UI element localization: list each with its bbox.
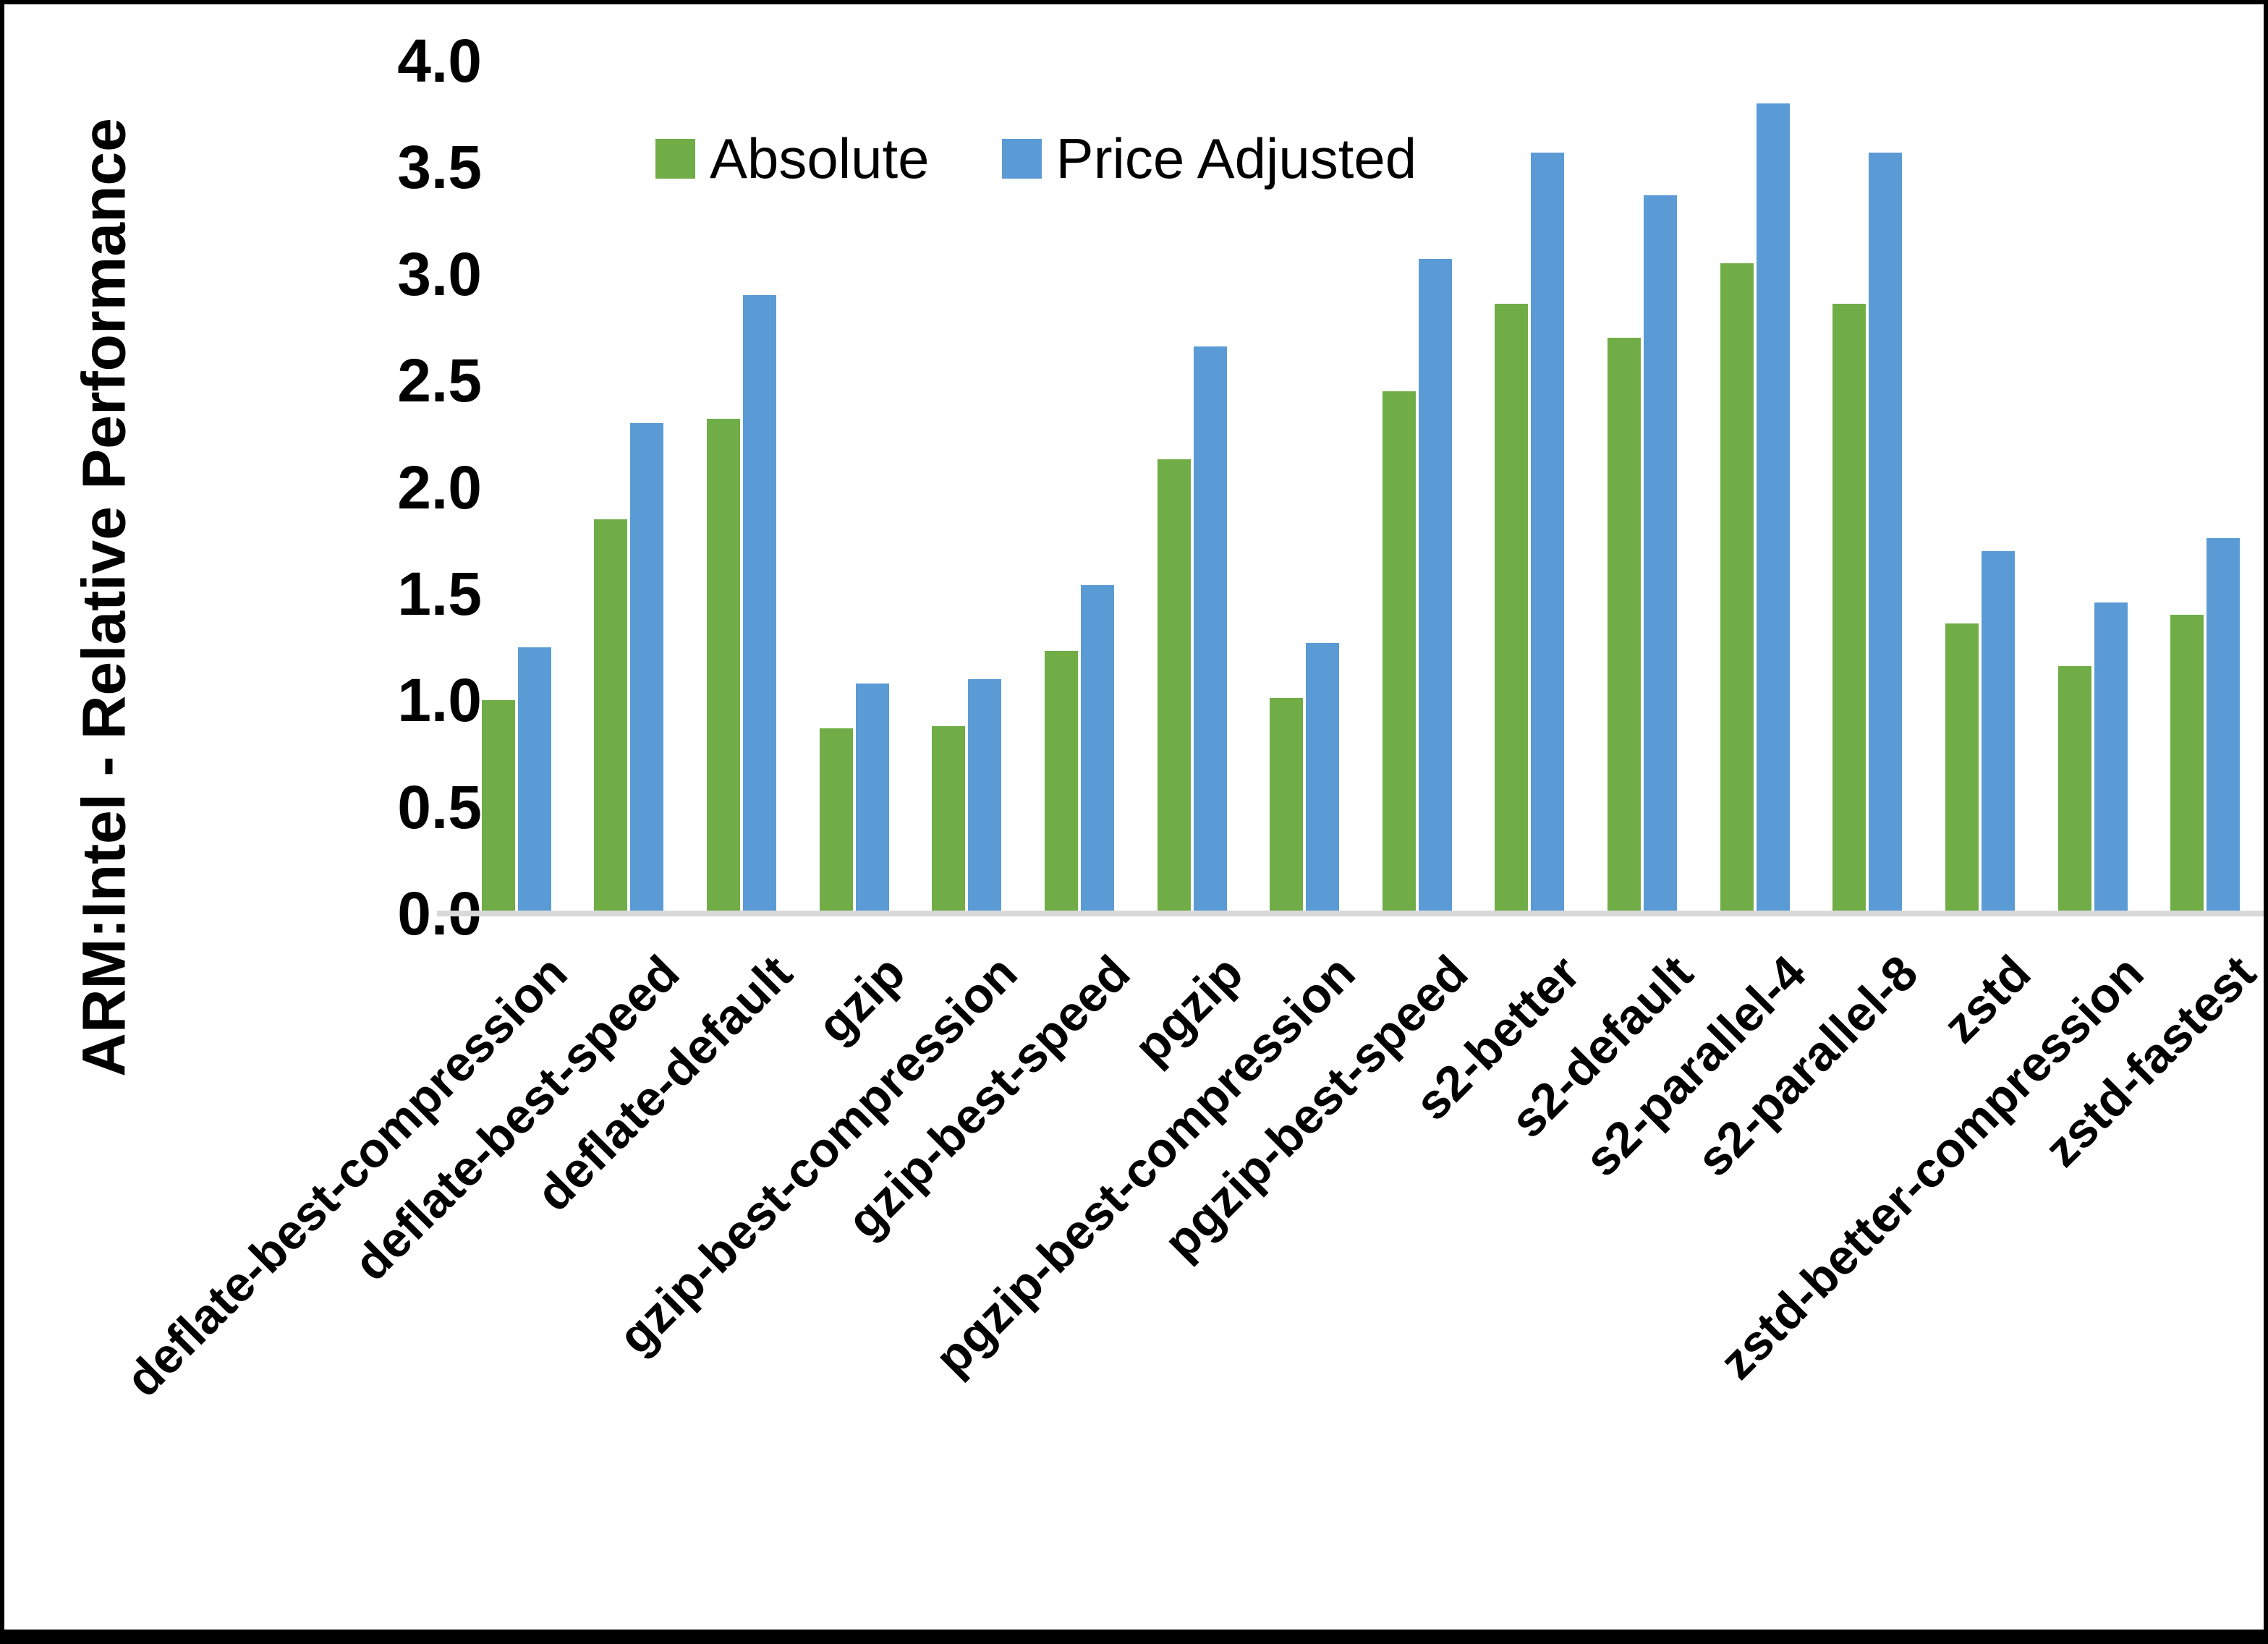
bar-absolute [1495, 304, 1529, 912]
bar-price-adjusted [630, 423, 664, 912]
y-tick-label: 3.5 [397, 133, 482, 202]
y-axis-title: ARM:Intel - Relative Performance [69, 118, 138, 1077]
y-tick-label: 3.0 [397, 239, 482, 308]
bar-price-adjusted [2207, 538, 2241, 912]
bar-price-adjusted [1531, 152, 1565, 912]
bar-absolute [1270, 698, 1304, 912]
y-tick-label: 2.0 [397, 453, 482, 521]
bar-absolute [819, 728, 853, 912]
bar-absolute [1720, 263, 1754, 912]
legend-item-absolute: Absolute [655, 126, 930, 192]
bar-price-adjusted [2094, 602, 2128, 912]
y-tick-label: 4.0 [397, 27, 482, 95]
y-tick-label: 2.5 [397, 346, 482, 415]
bar-price-adjusted [1080, 585, 1114, 912]
bar-price-adjusted [1193, 346, 1227, 912]
bar-price-adjusted [1756, 103, 1790, 912]
bar-price-adjusted [1306, 642, 1340, 912]
bar-absolute [2057, 666, 2091, 912]
bar-absolute [707, 419, 741, 912]
legend-swatch-icon [655, 139, 695, 179]
legend-item-price-adjusted: Price Adjusted [1001, 126, 1417, 192]
bar-absolute [1832, 304, 1866, 912]
bar-absolute [594, 519, 628, 912]
bar-price-adjusted [517, 647, 551, 912]
bar-price-adjusted [968, 678, 1002, 912]
bar-price-adjusted [1644, 195, 1678, 912]
y-tick-label: 0.5 [397, 772, 482, 841]
legend-swatch-icon [1001, 139, 1042, 179]
x-axis-line [437, 911, 2264, 916]
y-tick-label: 1.5 [397, 559, 482, 628]
bar-price-adjusted [1418, 259, 1452, 912]
bar-price-adjusted [855, 683, 889, 912]
legend: Absolute Price Adjusted [655, 126, 1417, 192]
bar-price-adjusted [1869, 152, 1903, 912]
bar-absolute [1157, 459, 1191, 912]
bar-absolute [932, 725, 966, 912]
bar-absolute [1607, 338, 1641, 912]
legend-label: Price Adjusted [1056, 127, 1417, 190]
bar-absolute [481, 700, 515, 912]
bar-price-adjusted [1981, 550, 2015, 912]
x-category-label: deflate-best-compression [115, 945, 578, 1407]
y-tick-label: 1.0 [397, 666, 482, 735]
legend-label: Absolute [710, 127, 930, 190]
bar-absolute [1044, 651, 1078, 912]
bar-absolute [1945, 623, 1979, 912]
bar-price-adjusted [743, 295, 777, 912]
bar-absolute [1382, 391, 1416, 912]
bar-absolute [2170, 615, 2204, 912]
